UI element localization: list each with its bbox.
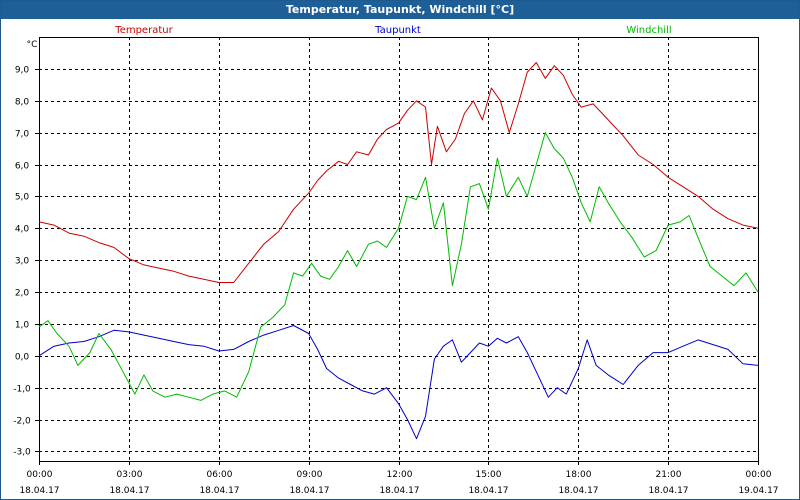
x-tick-date-label: 18.04.17 bbox=[558, 486, 598, 496]
series-line-temperatur bbox=[38, 62, 759, 283]
x-tick-time-label: 21:00 bbox=[656, 470, 682, 480]
x-tick-time-label: 12:00 bbox=[387, 470, 413, 480]
window-title: Temperatur, Taupunkt, Windchill [°C] bbox=[1, 1, 799, 19]
series-line-taupunkt bbox=[38, 325, 759, 440]
x-tick-date-label: 18.04.17 bbox=[289, 486, 329, 496]
x-tick-time-label: 18:00 bbox=[566, 470, 592, 480]
x-tick-time-label: 03:00 bbox=[117, 470, 143, 480]
x-tick-time-label: 09:00 bbox=[297, 470, 323, 480]
y-tick-label: 3,0 bbox=[15, 257, 30, 267]
x-tick-time-label: 00:00 bbox=[27, 470, 53, 480]
series-lines bbox=[38, 62, 759, 440]
y-axis-label: °C bbox=[27, 40, 38, 50]
series-line-windchill bbox=[38, 132, 759, 401]
x-tick-date-label: 18.04.17 bbox=[19, 486, 59, 496]
x-tick-time-label: 06:00 bbox=[207, 470, 233, 480]
x-tick-date-label: 18.04.17 bbox=[468, 486, 508, 496]
x-tick-date-label: 18.04.17 bbox=[109, 486, 149, 496]
y-tick-label: 2,0 bbox=[15, 289, 30, 299]
y-tick-label: 8,0 bbox=[15, 98, 30, 108]
x-axis: 00:00 18.04.17 03:00 18.04.17 06:00 18.04.17 0… bbox=[19, 461, 779, 496]
x-tick-date-label: 18.04.17 bbox=[379, 486, 419, 496]
legend-entry-windchill: Windchill bbox=[626, 25, 671, 36]
y-tick-label: 7,0 bbox=[15, 130, 30, 140]
legend-entry-taupunkt: Taupunkt bbox=[374, 25, 421, 36]
y-tick-label: 4,0 bbox=[15, 225, 30, 235]
x-tick-date-label: 18.04.17 bbox=[648, 486, 688, 496]
x-tick-time-label: 00:00 bbox=[746, 470, 772, 480]
legend-entry-temperatur: Temperatur bbox=[114, 25, 173, 36]
legend: Temperatur Taupunkt Windchill bbox=[114, 25, 671, 36]
x-tick-date-label: 19.04.17 bbox=[738, 486, 778, 496]
y-tick-label: 9,0 bbox=[15, 66, 30, 76]
y-axis: 9,0 8,0 7,0 6,0 5,0 4,0 3,0 2,0 1,0 0,0 -1,0 -2,0 -3… bbox=[13, 66, 39, 458]
x-tick-date-label: 18.04.17 bbox=[199, 486, 239, 496]
y-tick-label: -1,0 bbox=[13, 385, 31, 395]
y-tick-label: 0,0 bbox=[15, 353, 30, 363]
y-tick-label: -2,0 bbox=[13, 417, 31, 427]
grid bbox=[39, 37, 758, 461]
y-tick-label: 5,0 bbox=[15, 193, 30, 203]
y-tick-label: 6,0 bbox=[15, 162, 30, 172]
x-tick-time-label: 15:00 bbox=[476, 470, 502, 480]
y-tick-label: 1,0 bbox=[15, 321, 30, 331]
y-tick-label: -3,0 bbox=[13, 448, 31, 458]
